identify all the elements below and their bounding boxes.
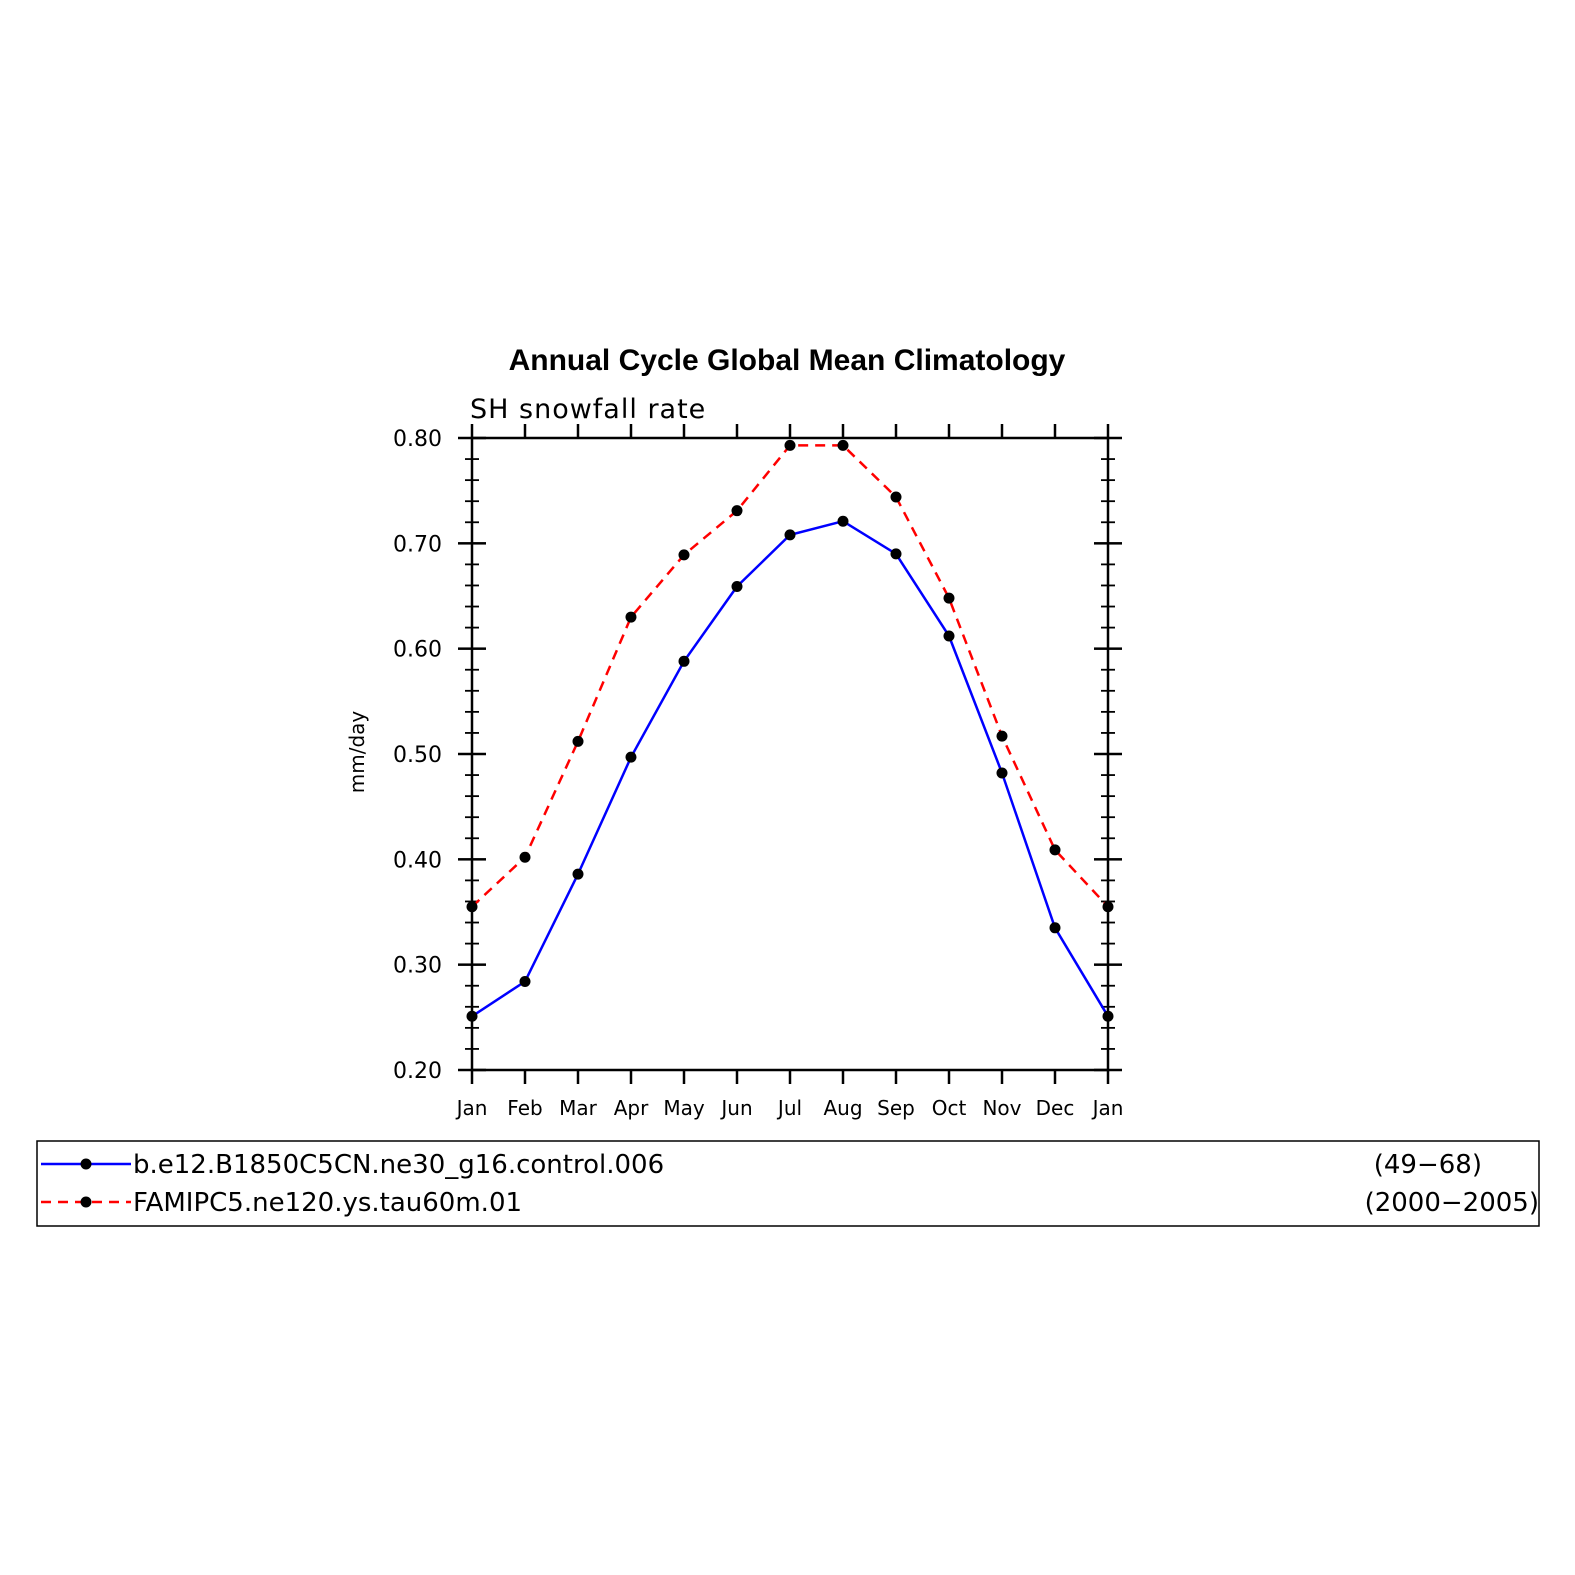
- data-point: [572, 868, 584, 880]
- chart-title: Annual Cycle Global Mean Climatology: [509, 344, 1066, 377]
- data-point: [731, 581, 743, 593]
- legend-marker-2: [80, 1196, 92, 1208]
- chart-subtitle: SH snowfall rate: [470, 394, 706, 425]
- data-point: [890, 548, 902, 560]
- y-tick-label: 0.20: [393, 1059, 442, 1084]
- data-point: [731, 505, 743, 517]
- x-tick-label: Jan: [455, 1096, 488, 1120]
- legend-label-2: FAMIPC5.ne120.ys.tau60m.01: [133, 1188, 522, 1218]
- legend: b.e12.B1850C5CN.ne30_g16.control.006 (49−…: [36, 1140, 1540, 1227]
- y-axis-title: mm/day: [345, 711, 369, 794]
- series-line-1: [471, 519, 1110, 1018]
- x-tick-label: May: [663, 1096, 705, 1120]
- legend-label-1: b.e12.B1850C5CN.ne30_g16.control.006: [133, 1150, 664, 1180]
- data-point: [784, 439, 796, 451]
- data-point: [943, 592, 955, 604]
- y-tick-label: 0.70: [393, 532, 442, 557]
- data-point: [678, 549, 690, 561]
- y-tick-label: 0.40: [393, 848, 442, 873]
- x-tick-label: Apr: [614, 1096, 649, 1120]
- series-layer: [466, 439, 1114, 1022]
- x-tick-label: Jun: [719, 1096, 752, 1120]
- legend-period-2: (2000−2005): [1365, 1188, 1539, 1218]
- data-point: [1049, 844, 1061, 856]
- legend-items: b.e12.B1850C5CN.ne30_g16.control.006 (49−…: [41, 1150, 1539, 1218]
- data-point: [572, 735, 584, 747]
- legend-marker-1: [80, 1158, 92, 1170]
- x-tick-label: Dec: [1036, 1096, 1075, 1120]
- data-point: [837, 439, 849, 451]
- data-point: [625, 751, 637, 763]
- data-point: [996, 730, 1008, 742]
- data-point: [890, 491, 902, 503]
- y-tick-label: 0.30: [393, 954, 442, 979]
- data-point: [943, 630, 955, 642]
- y-tick-label: 0.50: [393, 743, 442, 768]
- data-point: [996, 767, 1008, 779]
- data-point: [837, 515, 849, 527]
- x-tick-label: Aug: [823, 1096, 862, 1120]
- data-point: [1049, 922, 1061, 934]
- legend-period-1: (49−68): [1374, 1150, 1482, 1180]
- data-point: [625, 611, 637, 623]
- data-point: [784, 529, 796, 541]
- x-tick-label: Jan: [1091, 1096, 1124, 1120]
- x-tick-label: Sep: [877, 1096, 915, 1120]
- series-line-2: [471, 444, 1109, 908]
- x-tick-label: Mar: [559, 1096, 598, 1120]
- y-tick-label: 0.80: [393, 427, 442, 452]
- ticks-layer: 0.20 0.30 0.40 0.50 0.60 0.70 0.80 Jan Feb Mar Apr…: [393, 424, 1123, 1120]
- x-tick-label: Jul: [776, 1096, 802, 1120]
- data-point: [519, 976, 531, 988]
- data-point: [519, 851, 531, 863]
- plot-frame: [470, 436, 1110, 1072]
- legend-box: [36, 1140, 1540, 1227]
- y-tick-label: 0.60: [393, 638, 442, 663]
- x-tick-label: Feb: [507, 1096, 542, 1120]
- x-tick-label: Nov: [982, 1096, 1021, 1120]
- data-point: [678, 655, 690, 667]
- x-tick-label: Oct: [932, 1096, 967, 1120]
